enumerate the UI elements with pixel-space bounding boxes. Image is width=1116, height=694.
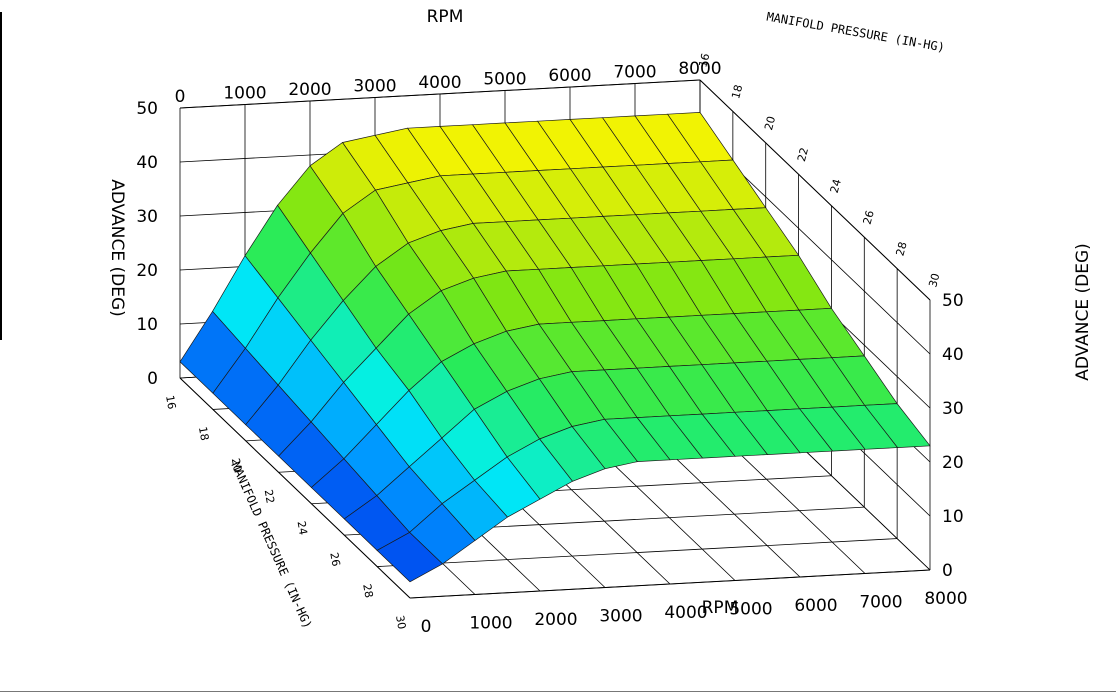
pressure-tick-label-top: 22 (795, 146, 811, 163)
rpm-tick-label-bottom: 4000 (664, 603, 707, 623)
rpm-tick-label-top: 5000 (483, 70, 526, 90)
pressure-tick-label-top: 24 (828, 178, 844, 195)
rpm-tick-label-top: 1000 (223, 84, 266, 104)
pressure-tick-label-left: 22 (262, 489, 277, 505)
rpm-tick-label-bottom: 1000 (469, 614, 512, 634)
left-edge-border (0, 12, 2, 340)
bottom-edge-border (0, 691, 1116, 692)
pressure-tick-label-left: 20 (229, 457, 244, 473)
advance-tick-label-left: 30 (136, 207, 158, 227)
left-frame-edge (179, 377, 411, 599)
advance-tick-label-right: 30 (942, 399, 964, 419)
rpm-tick-label-top: 4000 (418, 73, 461, 93)
rpm-tick-label-top: 2000 (288, 80, 331, 100)
advance-tick-label-right: 40 (942, 345, 964, 365)
top-frame-edge (699, 79, 931, 301)
pressure-tick-label-top: 20 (762, 115, 778, 132)
pressure-tick-label-left: 18 (196, 426, 211, 442)
rpm-tick-label-top: 8000 (678, 59, 721, 79)
rpm-tick-label-bottom: 8000 (924, 589, 967, 609)
pressure-axis-title-top: MANIFOLD PRESSURE (IN-HG) (766, 9, 946, 54)
rpm-axis-title-bottom: RPM (702, 598, 739, 618)
pressure-tick-label-top: 28 (893, 240, 909, 257)
rpm-tick-label-bottom: 7000 (859, 593, 902, 613)
floor-pressure-gridline (377, 538, 898, 567)
rpm-tick-label-bottom: 3000 (599, 607, 642, 627)
pressure-tick-label-left: 30 (393, 614, 408, 630)
rpm-tick-label-top: 0 (175, 87, 186, 107)
surface-cell (376, 531, 444, 583)
pressure-tick-label-left: 26 (327, 551, 342, 567)
pressure-tick-label-left: 16 (163, 394, 178, 410)
advance-tick-label-right: 10 (942, 507, 964, 527)
pressure-tick-label-top: 18 (729, 83, 745, 100)
advance-tick-label-left: 50 (136, 99, 158, 119)
advance-axis-title-right: ADVANCE (DEG) (1073, 243, 1093, 381)
rpm-tick-label-top: 7000 (613, 63, 656, 83)
rpm-axis-title-top: RPM (427, 7, 464, 27)
pressure-tick-label-left: 24 (294, 520, 309, 536)
rpm-tick-label-top: 3000 (353, 77, 396, 97)
pressure-tick-label-top: 16 (696, 52, 712, 69)
advance-surface (179, 112, 931, 583)
rpm-tick-label-top: 6000 (548, 66, 591, 86)
advance-tick-label-left: 0 (147, 369, 158, 389)
advance-tick-label-left: 40 (136, 153, 158, 173)
advance-tick-label-right: 50 (942, 291, 964, 311)
rpm-tick-label-bottom: 5000 (729, 600, 772, 620)
advance-tick-label-right: 0 (942, 561, 953, 581)
rpm-tick-label-bottom: 6000 (794, 596, 837, 616)
advance-tick-label-left: 10 (136, 315, 158, 335)
front-frame-edge (409, 569, 931, 599)
rpm-tick-label-bottom: 2000 (534, 610, 577, 630)
advance-tick-label-right: 20 (942, 453, 964, 473)
advance-tick-label-left: 20 (136, 261, 158, 281)
rpm-tick-label-bottom: 0 (421, 617, 432, 637)
pressure-tick-label-top: 26 (861, 209, 877, 226)
top-frame-edge (179, 79, 701, 109)
pressure-tick-label-top: 30 (926, 272, 942, 289)
pressure-tick-label-left: 28 (360, 583, 375, 599)
pressure-axis-title-left: MANIFOLD PRESSURE (IN-HG) (229, 460, 315, 631)
advance-axis-title-left: ADVANCE (DEG) (107, 179, 127, 317)
